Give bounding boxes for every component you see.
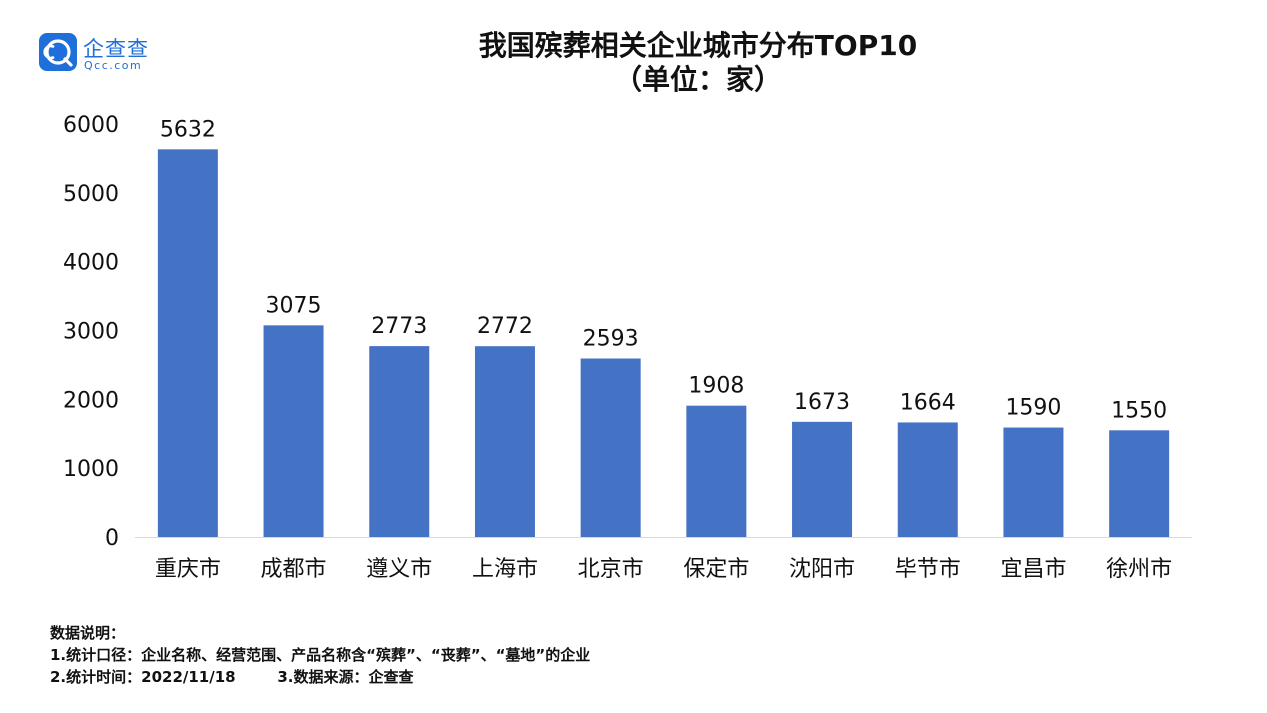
bar	[1003, 427, 1064, 537]
bar	[1109, 430, 1170, 537]
x-tick-label: 遵义市	[366, 557, 432, 582]
data-label: 1673	[794, 390, 850, 415]
y-tick-label: 4000	[63, 251, 119, 276]
x-tick-label: 北京市	[578, 557, 644, 582]
x-tick-label: 沈阳市	[789, 557, 855, 582]
bar	[263, 325, 324, 537]
bar	[686, 405, 747, 537]
data-label: 3075	[266, 293, 322, 318]
bar	[897, 422, 958, 537]
bars	[157, 149, 1170, 537]
x-tick-label: 保定市	[683, 557, 749, 582]
data-label: 1550	[1111, 398, 1167, 423]
x-tick-label: 毕节市	[895, 557, 961, 582]
bar	[474, 346, 535, 537]
chart-title-line1: 我国殡葬相关企业城市分布TOP10	[478, 29, 918, 62]
qcc-logo-icon	[39, 33, 77, 71]
y-tick-label: 5000	[63, 182, 119, 207]
data-label: 1590	[1005, 396, 1061, 421]
data-notes: 数据说明： 1.统计口径：企业名称、经营范围、产品名称含“殡葬”、“丧葬”、“墓…	[50, 622, 590, 688]
notes-line2: 2.统计时间：2022/11/18 3.数据来源：企查查	[50, 668, 414, 686]
chart-title-line2: （单位：家）	[613, 63, 782, 96]
notes-line1: 1.统计口径：企业名称、经营范围、产品名称含“殡葬”、“丧葬”、“墓地”的企业	[50, 646, 591, 664]
data-label: 2772	[477, 314, 533, 339]
logo-name-cn: 企查查	[83, 37, 149, 61]
y-tick-label: 2000	[63, 388, 119, 413]
notes-heading: 数据说明：	[50, 624, 126, 642]
x-axis-labels: 重庆市 成都市 遵义市 上海市 北京市 保定市 沈阳市 毕节市 宜昌市 徐州市	[155, 557, 1172, 582]
data-label: 5632	[160, 117, 216, 142]
chart-title: 我国殡葬相关企业城市分布TOP10 （单位：家）	[398, 29, 998, 97]
bar	[580, 358, 641, 537]
data-label: 1908	[688, 374, 744, 399]
data-labels: 5632 3075 2773 2772 2593 1908 1673 1664 1590 1550	[160, 117, 1167, 423]
y-tick-label: 0	[105, 526, 119, 551]
bar	[792, 421, 853, 537]
bar	[369, 346, 430, 537]
x-tick-label: 重庆市	[155, 557, 221, 582]
y-tick-label: 1000	[63, 457, 119, 482]
bar	[157, 149, 218, 537]
data-label: 2773	[371, 314, 427, 339]
logo-name-en: Qcc.com	[84, 59, 143, 72]
y-axis-ticks: 0 1000 2000 3000 4000 5000 6000	[63, 113, 119, 551]
y-tick-label: 3000	[63, 320, 119, 345]
data-label: 1664	[900, 390, 956, 415]
y-tick-label: 6000	[63, 113, 119, 138]
x-tick-label: 成都市	[261, 557, 327, 582]
x-tick-label: 宜昌市	[1000, 557, 1066, 582]
x-tick-label: 上海市	[472, 557, 538, 582]
x-tick-label: 徐州市	[1106, 557, 1172, 582]
data-label: 2593	[583, 327, 639, 352]
